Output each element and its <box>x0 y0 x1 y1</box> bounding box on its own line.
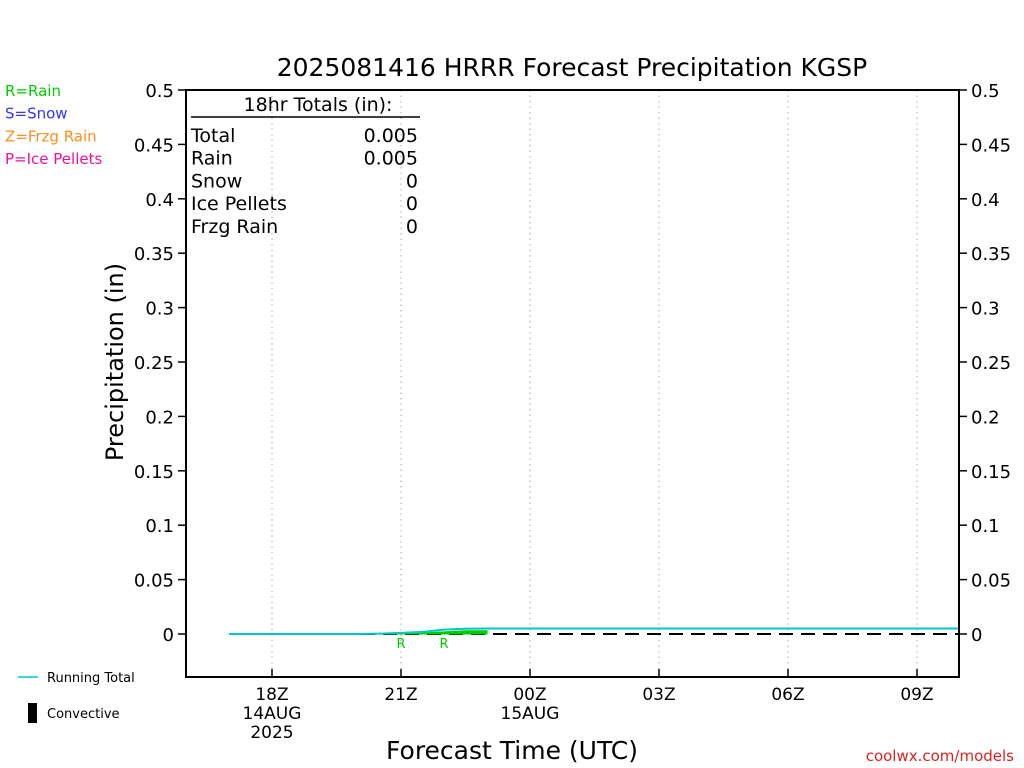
x-tick-label: 14AUG <box>243 704 302 724</box>
chart-title: 2025081416 HRRR Forecast Precipitation K… <box>277 53 868 82</box>
y-tick-label-left: 0.4 <box>145 190 174 211</box>
y-tick-label-right: 0.1 <box>971 516 1000 537</box>
y-tick-label-right: 0.15 <box>971 462 1011 483</box>
x-tick-label: 21Z <box>384 685 417 705</box>
convective-swatch <box>28 703 37 723</box>
type-legend-item: S=Snow <box>5 105 68 123</box>
y-axis-right: 0.5 0.45 0.4 0.35 0.3 0.25 0.2 0.15 0.1 0.05 0 <box>959 81 1011 646</box>
totals-row-value: 0.005 <box>364 125 418 147</box>
x-tick-label: 00Z <box>513 685 546 705</box>
y-tick-label-left: 0.15 <box>134 462 174 483</box>
x-tick-label: 15AUG <box>501 704 560 724</box>
totals-row-label: Ice Pellets <box>191 193 287 215</box>
plot-frame <box>185 89 960 678</box>
type-legend-item: Z=Frzg Rain <box>5 127 97 145</box>
totals-row-value: 0 <box>406 216 418 238</box>
y-tick-label-left: 0.2 <box>145 407 174 428</box>
totals-row-label: Total <box>190 125 235 147</box>
y-tick-label-right: 0 <box>971 625 982 646</box>
totals-row-label: Frzg Rain <box>191 216 278 238</box>
ptype-marker: R <box>396 637 405 652</box>
x-tick-label: 03Z <box>642 685 675 705</box>
credit-text: coolwx.com/models <box>866 747 1014 765</box>
x-axis-label: Forecast Time (UTC) <box>386 736 638 765</box>
y-tick-label-right: 0.3 <box>971 299 1000 320</box>
y-tick-label-right: 0.2 <box>971 407 1000 428</box>
y-tick-label-right: 0.25 <box>971 353 1011 374</box>
y-axis-left: 0.5 0.45 0.4 0.35 0.3 0.25 0.2 0.15 0.1 0.05 0 <box>134 81 186 646</box>
totals-row-value: 0.005 <box>364 148 418 170</box>
type-legend-item: P=Ice Pellets <box>5 150 102 168</box>
y-tick-label-left: 0.35 <box>134 244 174 265</box>
x-tick-label: 09Z <box>900 685 933 705</box>
y-tick-label-right: 0.05 <box>971 571 1011 592</box>
legend-label: Convective <box>47 707 120 722</box>
y-tick-label-right: 0.45 <box>971 135 1011 156</box>
y-tick-label-left: 0.05 <box>134 571 174 592</box>
totals-rows: Total 0.005 Rain 0.005 Snow 0 Ice Pellets 0 Frzg… <box>190 125 418 238</box>
x-tick-label: 2025 <box>250 723 293 743</box>
y-tick-label-left: 0 <box>163 625 174 646</box>
y-tick-label-right: 0.4 <box>971 190 1000 211</box>
series-legend: Running Total Convective <box>18 671 135 723</box>
legend-label: Running Total <box>47 671 135 686</box>
totals-row-label: Rain <box>191 148 233 170</box>
y-tick-label-right: 0.35 <box>971 244 1011 265</box>
precip-type-legend: R=Rain S=Snow Z=Frzg Rain P=Ice Pellets <box>5 82 102 168</box>
vertical-gridlines <box>271 90 918 677</box>
y-tick-label-left: 0.1 <box>145 516 174 537</box>
y-tick-label-right: 0.5 <box>971 81 1000 102</box>
running-total-line <box>229 627 959 635</box>
totals-row-value: 0 <box>406 193 418 215</box>
totals-header: 18hr Totals (in): <box>244 94 393 116</box>
y-tick-label-left: 0.3 <box>145 299 174 320</box>
x-tick-label: 06Z <box>771 685 804 705</box>
totals-box: 18hr Totals (in): Total 0.005 Rain 0.005 Sno… <box>190 94 420 238</box>
type-legend-item: R=Rain <box>5 82 61 100</box>
y-axis-label: Precipitation (in) <box>101 263 129 461</box>
y-tick-label-left: 0.25 <box>134 353 174 374</box>
x-tick-label: 18Z <box>255 685 288 705</box>
totals-row-label: Snow <box>191 170 242 192</box>
y-tick-label-left: 0.5 <box>145 81 174 102</box>
y-tick-label-left: 0.45 <box>134 135 174 156</box>
ptype-marker: R <box>439 637 448 652</box>
totals-row-value: 0 <box>406 170 418 192</box>
